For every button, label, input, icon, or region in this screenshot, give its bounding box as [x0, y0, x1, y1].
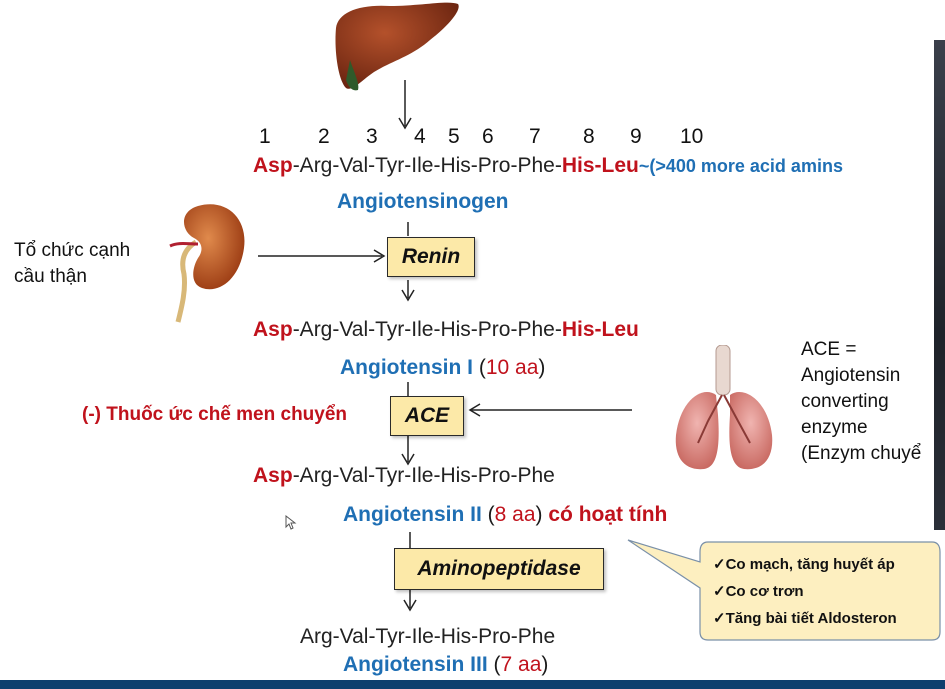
kidney-arrow — [258, 249, 386, 263]
angiotensin-iii-sequence: Arg-Val-Tyr-Ile-His-Pro-Phe — [300, 625, 556, 648]
ace-box: ACE — [390, 396, 464, 436]
ace-inhibitor-label: (-) Thuốc ức chế men chuyển — [82, 404, 348, 425]
effect-item: ✓Co mạch, tăng huyết áp — [713, 556, 895, 573]
angiotensin-ii-sequence: Asp-Arg-Val-Tyr-Ile-His-Pro-Phe — [253, 464, 555, 487]
renin-connector — [401, 222, 415, 302]
angiotensin-ii-label: Angiotensin II (8 aa) có hoạt tính — [343, 503, 668, 526]
kidney-label: Tổ chức cạnh cầu thận — [14, 240, 131, 287]
position-4: 4 — [414, 125, 426, 148]
angiotensin-i-sequence: Asp-Arg-Val-Tyr-Ile-His-Pro-Phe-His-Leu — [253, 318, 639, 341]
position-5: 5 — [448, 125, 460, 148]
effects-list: ✓Co mạch, tăng huyết áp ✓Co cơ trơn ✓Tăn… — [713, 551, 897, 632]
position-10: 10 — [680, 125, 704, 148]
aminopeptidase-connector — [403, 532, 417, 612]
bottom-bar — [0, 680, 945, 689]
liver-arrow — [398, 80, 412, 130]
effects-callout-shape — [627, 539, 941, 641]
lungs-icon — [675, 345, 773, 470]
liver-icon — [335, 2, 459, 91]
ace-definition: ACE = Angiotensin converting enzyme (Enz… — [801, 339, 922, 464]
angiotensin-i-label: Angiotensin I (10 aa) — [340, 356, 546, 379]
position-3: 3 — [366, 125, 378, 148]
angiotensinogen-label: Angiotensinogen — [337, 190, 509, 213]
position-9: 9 — [630, 125, 642, 148]
mouse-cursor-icon — [285, 515, 297, 530]
effect-item: ✓Co cơ trơn — [713, 583, 804, 600]
effect-item: ✓Tăng bài tiết Aldosteron — [713, 610, 897, 627]
angiotensin-iii-label: Angiotensin III (7 aa) — [343, 653, 549, 676]
position-7: 7 — [529, 125, 541, 148]
position-1: 1 — [259, 125, 271, 148]
position-6: 6 — [482, 125, 494, 148]
angiotensinogen-sequence: Asp-Arg-Val-Tyr-Ile-His-Pro-Phe-His-Leu~… — [253, 154, 843, 177]
position-8: 8 — [583, 125, 595, 148]
right-edge-strip — [934, 40, 945, 530]
position-2: 2 — [318, 125, 330, 148]
lung-arrow — [468, 403, 632, 417]
ace-connector — [401, 382, 415, 466]
renin-box: Renin — [387, 237, 475, 277]
kidney-icon — [169, 204, 245, 323]
aminopeptidase-box: Aminopeptidase — [394, 548, 604, 590]
